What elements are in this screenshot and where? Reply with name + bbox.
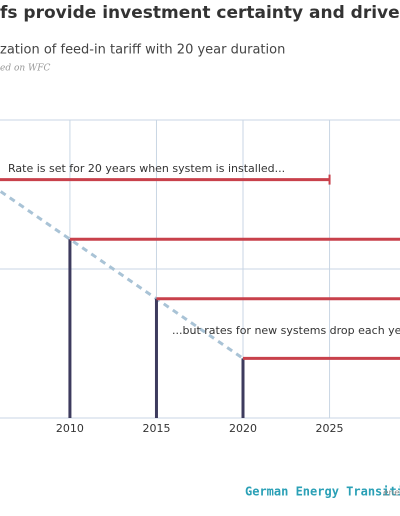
x-tick-label: 2010 <box>56 422 84 435</box>
annotation: Rate is set for 20 years when system is … <box>8 162 285 175</box>
annotation: ...but rates for new systems drop each y… <box>172 324 400 337</box>
x-tick-label: 2025 <box>316 422 344 435</box>
trend-line <box>0 190 244 360</box>
x-tick-label: 2015 <box>142 422 170 435</box>
site: ener <box>383 489 400 499</box>
chart-subtitle: zation of feed-in tariff with 20 year du… <box>0 43 285 58</box>
plot-area: 2010 2015 2020 2025 <box>0 119 400 435</box>
x-tick-label: 2020 <box>229 422 257 435</box>
chart-title: fs provide investment certainty and driv… <box>0 3 400 23</box>
source: ed on WFC <box>0 64 51 74</box>
brand: German Energy Transition <box>245 485 400 499</box>
